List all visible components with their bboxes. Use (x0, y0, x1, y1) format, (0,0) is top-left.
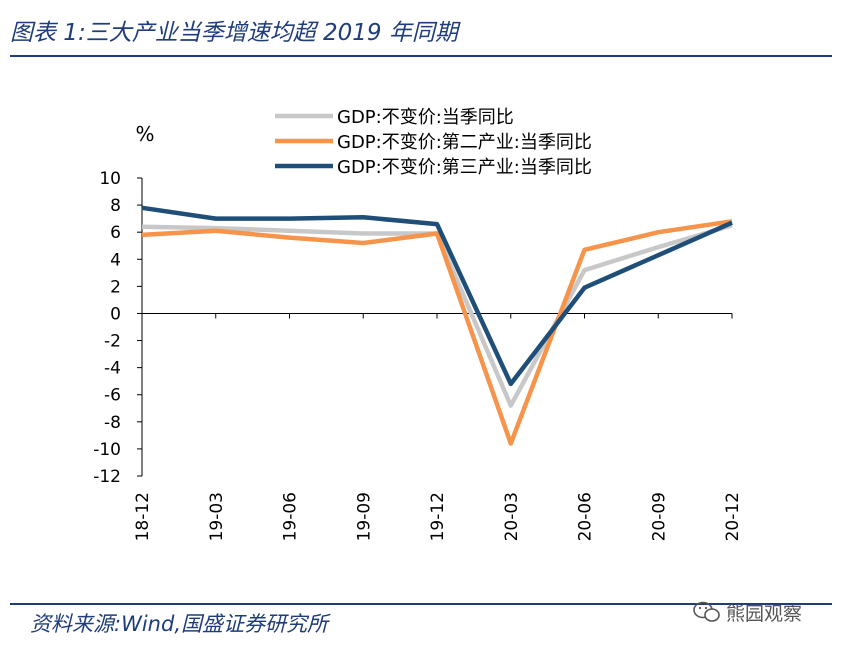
y-tick-label: -6 (104, 386, 121, 406)
line-chart: 10 8 6 4 2 0 -2 -4 -6 -8 -10 -12 18-12 19-03 19-06 19-0… (93, 107, 743, 541)
legend-label: GDP:不变价:第二产业:当季同比 (337, 132, 592, 153)
y-tick-label: 10 (99, 169, 121, 189)
x-tick-label: 20-06 (576, 492, 596, 541)
y-tick-label: 0 (110, 304, 121, 324)
y-tick-label: -10 (93, 440, 121, 460)
x-tick-label: 19-03 (207, 492, 227, 541)
y-tick-label: 6 (110, 223, 121, 243)
series-line (141, 205, 733, 387)
watermark-text: 熊园观察 (726, 602, 803, 625)
source-divider (10, 603, 832, 605)
y-tick-label: -8 (104, 413, 121, 433)
y-tick-label: 8 (110, 196, 121, 216)
y-axis-label: % (135, 122, 154, 146)
y-tick-label: 4 (110, 250, 121, 270)
watermark: 熊园观察 (692, 598, 802, 626)
series-line (141, 219, 733, 446)
x-tick-label: 19-12 (428, 492, 448, 541)
figure-title: 图表 1:三大产业当季增速均超 2019 年同期 (10, 20, 458, 46)
legend-label: GDP:不变价:第三产业:当季同比 (337, 157, 592, 178)
y-tick-label: -4 (104, 359, 121, 379)
y-tick-label: 2 (110, 277, 121, 297)
x-tick-label: 20-09 (649, 492, 669, 541)
wechat-icon (693, 601, 720, 622)
title-divider (10, 55, 832, 57)
legend-label: GDP:不变价:当季同比 (337, 107, 514, 128)
x-tick-label: 20-12 (723, 492, 743, 541)
x-tick-label: 19-09 (354, 492, 374, 541)
y-tick-label: -12 (93, 467, 121, 487)
x-tick-label: 18-12 (133, 492, 153, 541)
x-tick-label: 19-06 (281, 492, 301, 541)
y-tick-label: -2 (104, 332, 121, 352)
source-note: 资料来源:Wind,国盛证券研究所 (30, 612, 328, 636)
x-tick-label: 20-03 (502, 492, 522, 541)
